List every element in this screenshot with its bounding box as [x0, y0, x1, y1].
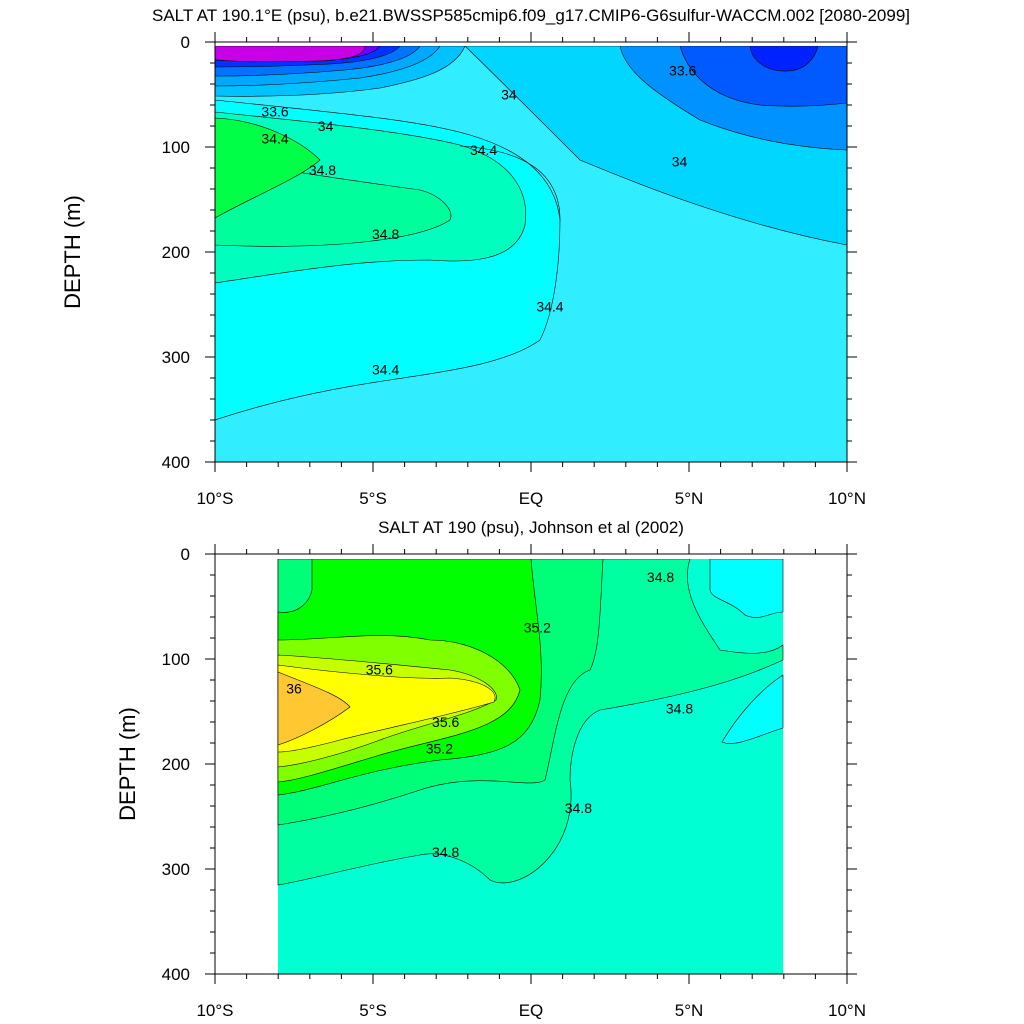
fill-band-35.8-36.0	[277, 664, 496, 753]
contour-line-34.4-east	[459, 145, 561, 221]
fill-fresh-east-core	[749, 45, 819, 72]
contour-label: 34	[501, 87, 517, 103]
y-tick-label: 200	[162, 755, 190, 774]
contour-label: 34.8	[432, 844, 459, 860]
x-tick-label: 5°S	[359, 489, 387, 508]
contour-label: 34.8	[309, 162, 336, 178]
contour-label: 34.8	[647, 569, 674, 585]
x-tick-label: 10°N	[828, 489, 866, 508]
contour-label: 33.6	[261, 103, 288, 119]
x-tick-label: EQ	[519, 489, 544, 508]
x-tick-label: EQ	[519, 1001, 544, 1020]
contour-label: 36	[286, 680, 302, 696]
y-axis-title: DEPTH (m)	[115, 707, 140, 821]
y-axis-title: DEPTH (m)	[60, 195, 85, 309]
panel-observations-ticks	[205, 544, 857, 984]
fill-fresh-west-core	[215, 45, 366, 62]
contour-label: 34	[672, 154, 688, 170]
panel-model-contour-labels: 33.6 34 34.4 34.8 34.8 34 34.4 34.4 34.4 33.6 34	[261, 62, 696, 377]
y-tick-label: 100	[162, 650, 190, 669]
contour-label: 35.2	[524, 620, 551, 636]
panel-observations: SALT AT 190 (psu), Johnson et al (2002) …	[115, 518, 866, 1020]
y-tick-label: 400	[162, 453, 190, 472]
contour-label: 34	[318, 118, 334, 134]
contour-label: 34.4	[470, 142, 497, 158]
fill-band-35.2-max	[215, 117, 321, 219]
y-tick-label: 100	[162, 138, 190, 157]
contour-label: 35.6	[432, 714, 459, 730]
contour-label: 34.4	[372, 362, 399, 378]
contour-label: 34.4	[261, 131, 288, 147]
fill-band-36.0-max	[277, 671, 351, 746]
panel-model-ticks	[205, 32, 857, 472]
y-tick-label: 400	[162, 965, 190, 984]
x-tick-label: 10°S	[196, 489, 233, 508]
x-tick-label: 5°S	[359, 1001, 387, 1020]
y-tick-label: 0	[181, 545, 190, 564]
y-tick-label: 300	[162, 860, 190, 879]
surface-gap	[215, 554, 847, 559]
surface-gap	[215, 42, 847, 46]
x-tick-label: 10°S	[196, 1001, 233, 1020]
contour-label: 35.6	[366, 662, 393, 678]
y-tick-label: 300	[162, 348, 190, 367]
contour-label: 34.8	[666, 700, 693, 716]
panel-model: SALT AT 190.1°E (psu), b.e21.BWSSP585cmi…	[60, 6, 910, 508]
contour-label: 34.4	[536, 299, 563, 315]
contour-label: 35.2	[426, 740, 453, 756]
contour-label: 34.8	[372, 226, 399, 242]
panel-observations-contours	[215, 554, 847, 974]
x-tick-label: 5°N	[675, 1001, 704, 1020]
x-tick-label: 5°N	[675, 489, 704, 508]
y-tick-label: 200	[162, 243, 190, 262]
fill-fresh-northeast-north	[709, 558, 784, 618]
panel-model-title: SALT AT 190.1°E (psu), b.e21.BWSSP585cmi…	[152, 6, 910, 25]
fill-fresh-northeast-south	[721, 674, 784, 744]
y-tick-label: 0	[181, 33, 190, 52]
contour-label: 33.6	[669, 62, 696, 78]
panel-model-contours	[215, 42, 847, 462]
panel-observations-title: SALT AT 190 (psu), Johnson et al (2002)	[378, 518, 684, 537]
x-tick-label: 10°N	[828, 1001, 866, 1020]
contour-label: 34.8	[565, 800, 592, 816]
panel-observations-contour-labels: 36 35.6 35.6 35.2 35.2 34.8 34.8 34.8 34.8	[286, 569, 693, 860]
